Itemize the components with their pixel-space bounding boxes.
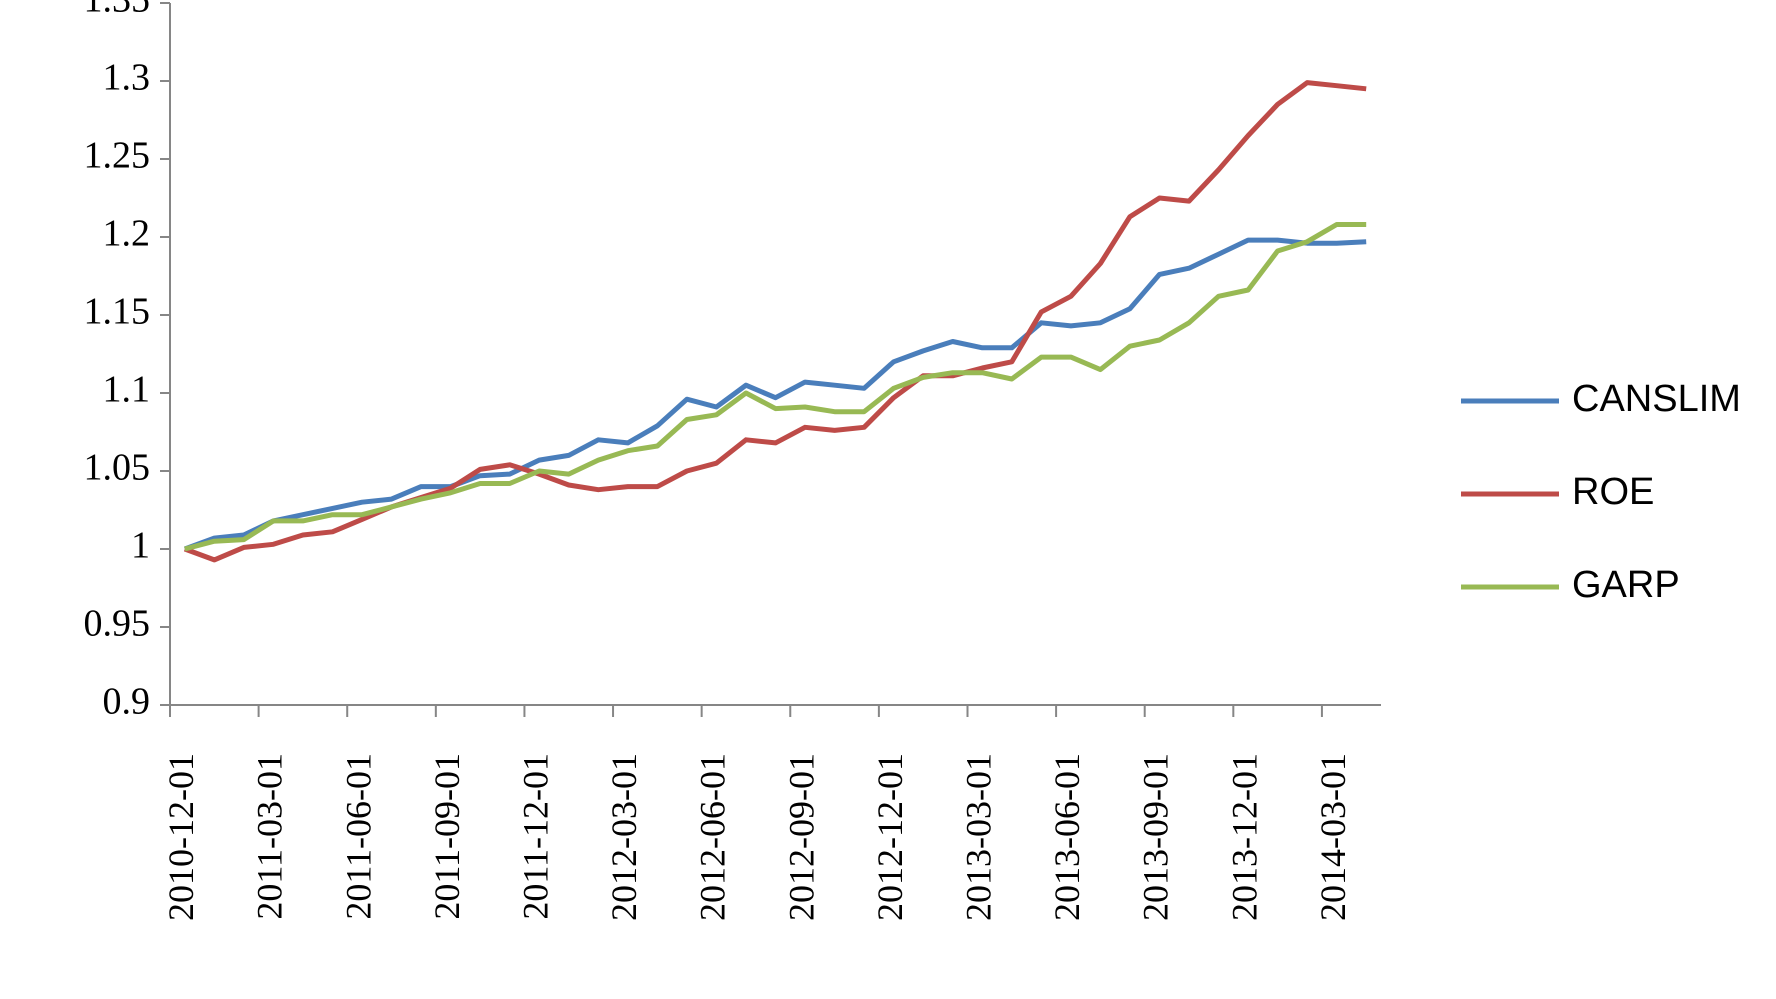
legend-label: GARP — [1572, 564, 1680, 606]
x-tick-label: 2013-03-01 — [959, 753, 999, 921]
y-tick-label: 1.3 — [103, 57, 151, 99]
y-tick-label: 0.95 — [84, 603, 151, 645]
legend-label: CANSLIM — [1572, 378, 1741, 420]
x-tick-label: 2011-09-01 — [427, 753, 467, 920]
y-tick-label: 1.05 — [84, 447, 151, 489]
y-tick-label: 1.25 — [84, 135, 151, 177]
series-line — [184, 222, 1367, 552]
x-tick-label: 2013-12-01 — [1224, 753, 1264, 921]
x-tick-label: 2012-12-01 — [870, 753, 910, 921]
y-tick-label: 1.1 — [103, 369, 151, 411]
x-tick-label: 2011-06-01 — [338, 753, 378, 920]
x-tick-label: 2011-12-01 — [515, 753, 555, 920]
x-tick-label: 2014-03-01 — [1313, 753, 1353, 921]
x-tick-label: 2011-03-01 — [250, 753, 290, 920]
y-tick-label: 1.2 — [103, 213, 151, 255]
x-tick-label: 2010-12-01 — [161, 753, 201, 921]
y-tick-label: 0.9 — [103, 681, 151, 723]
x-tick-label: 2012-09-01 — [781, 753, 821, 921]
x-tick-label: 2012-03-01 — [604, 753, 644, 921]
legend-label: ROE — [1572, 471, 1654, 513]
x-tick-label: 2013-06-01 — [1047, 753, 1087, 921]
x-tick-label: 2013-09-01 — [1136, 753, 1176, 921]
series-line — [183, 237, 1367, 552]
y-tick-label: 1.15 — [84, 291, 151, 333]
x-tick-label: 2012-06-01 — [693, 753, 733, 921]
y-tick-label: 1.35 — [84, 0, 151, 21]
y-tick-label: 1 — [131, 525, 150, 567]
